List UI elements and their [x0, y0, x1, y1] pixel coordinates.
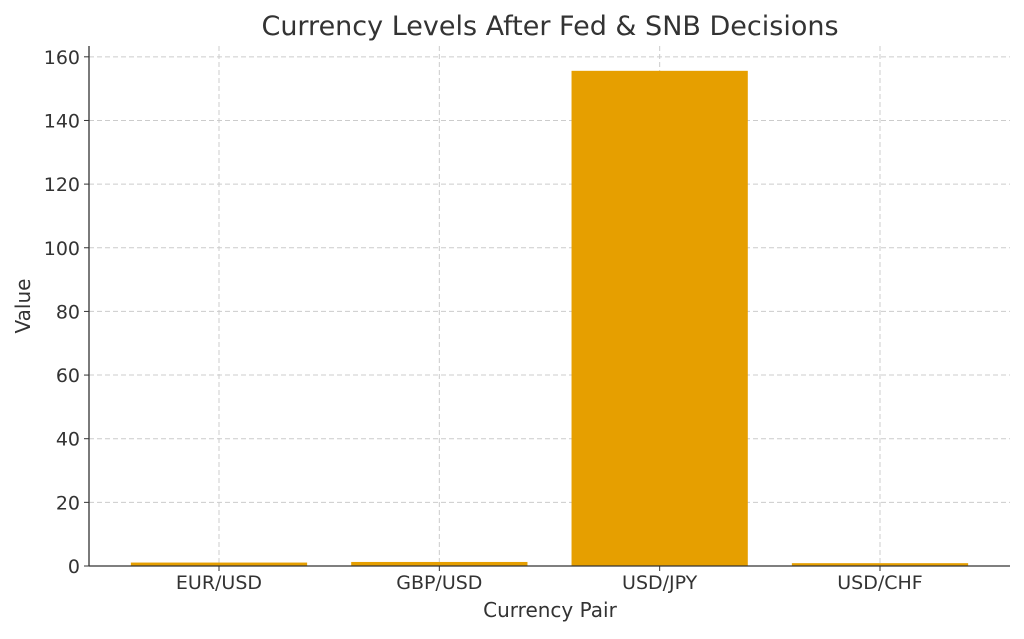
x-tick-label: USD/JPY	[622, 572, 698, 594]
y-tick-label: 120	[44, 174, 80, 196]
x-ticks: EUR/USD GBP/USD USD/JPY USD/CHF	[176, 566, 923, 594]
x-tick-label: USD/CHF	[837, 572, 922, 594]
x-axis-label: Currency Pair	[483, 598, 617, 622]
y-axis-label: Value	[11, 279, 35, 334]
bar-eur-usd	[130, 562, 308, 566]
y-tick-label: 0	[68, 556, 80, 578]
y-tick-label: 140	[44, 110, 80, 132]
bars	[130, 70, 969, 567]
y-tick-label: 40	[56, 429, 80, 451]
y-tick-label: 20	[56, 492, 80, 514]
y-tick-label: 80	[56, 301, 80, 323]
bar-gbp-usd	[351, 561, 528, 566]
bar-usd-chf	[791, 563, 969, 566]
axes	[88, 46, 1010, 567]
x-tick-label: GBP/USD	[396, 572, 482, 594]
y-ticks: 0 20 40 60 80 100 120 140 160	[44, 47, 89, 578]
grid	[89, 46, 1010, 567]
y-tick-label: 160	[44, 47, 80, 69]
bar-usd-jpy	[571, 70, 748, 567]
x-tick-label: EUR/USD	[176, 572, 262, 594]
chart-title: Currency Levels After Fed & SNB Decision…	[261, 11, 838, 42]
y-tick-label: 100	[44, 238, 80, 260]
y-tick-label: 60	[56, 365, 80, 387]
